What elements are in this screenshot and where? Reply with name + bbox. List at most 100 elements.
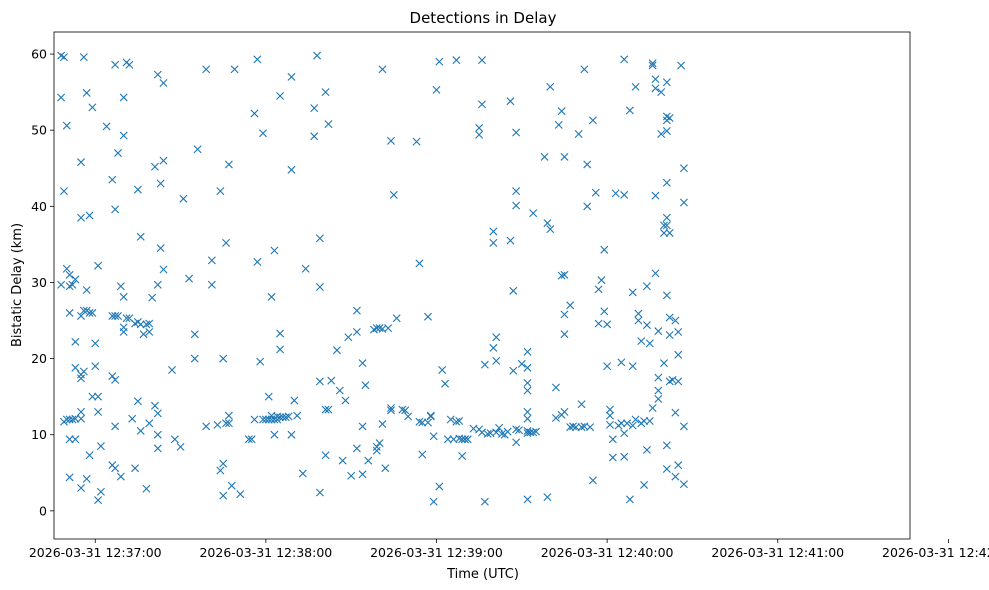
data-point [276, 345, 285, 354]
data-point [321, 451, 330, 460]
data-point [108, 311, 117, 320]
x-tick-label: 2026-03-31 12:42:00 [882, 545, 989, 560]
data-point [523, 378, 532, 387]
data-point [489, 227, 498, 236]
data-point [443, 435, 452, 444]
data-point [142, 484, 151, 493]
data-point [455, 417, 464, 425]
data-point [529, 209, 538, 218]
data-point [338, 456, 347, 465]
data-point [284, 412, 293, 421]
data-point [401, 406, 410, 415]
data-point [190, 330, 199, 339]
chart-title: Detections in Delay [410, 9, 557, 27]
data-point [85, 211, 94, 220]
data-point [94, 261, 103, 270]
data-point [79, 367, 88, 376]
data-point [213, 420, 222, 429]
data-point [674, 377, 683, 386]
data-point [94, 407, 103, 416]
data-point [625, 106, 634, 115]
data-point [267, 292, 276, 301]
data-point [640, 480, 649, 489]
data-point [387, 406, 395, 415]
data-point [560, 330, 569, 339]
data-point [77, 414, 86, 423]
data-point [116, 282, 125, 291]
data-point [145, 319, 154, 328]
data-point [387, 404, 395, 413]
data-point [560, 270, 569, 279]
data-point [475, 130, 484, 139]
data-point [133, 185, 142, 194]
data-point [577, 400, 586, 409]
data-point [426, 412, 435, 421]
data-point [645, 339, 654, 348]
data-point [324, 405, 333, 414]
data-point [620, 190, 629, 199]
data-point [361, 381, 370, 390]
data-point [148, 293, 157, 302]
data-point [293, 411, 302, 420]
data-point [660, 221, 668, 230]
data-point [153, 409, 162, 418]
data-point [287, 430, 296, 439]
data-point [571, 423, 580, 432]
data-point [441, 379, 450, 388]
data-point [677, 61, 686, 70]
data-point [276, 329, 285, 338]
data-point [270, 430, 279, 439]
data-point [113, 149, 122, 158]
data-point [310, 104, 319, 113]
data-point [475, 123, 484, 132]
data-point [202, 422, 211, 431]
data-point [227, 481, 236, 490]
data-point [253, 55, 262, 64]
data-point [250, 109, 259, 118]
data-point [631, 415, 640, 424]
data-point [423, 312, 432, 321]
data-point [671, 472, 680, 481]
data-point [514, 426, 523, 435]
data-point [119, 131, 128, 140]
data-point [634, 309, 643, 318]
data-point [364, 456, 373, 465]
data-point [446, 415, 455, 424]
data-point [315, 488, 324, 497]
data-point [620, 55, 629, 64]
data-point [605, 411, 614, 420]
data-point [418, 418, 427, 427]
data-point [523, 495, 532, 504]
data-point [679, 198, 688, 207]
data-point [591, 188, 600, 197]
data-point [492, 333, 501, 342]
data-point [57, 93, 66, 102]
data-point [341, 396, 350, 405]
y-tick-label: 20 [31, 351, 47, 366]
y-tick-label: 10 [31, 427, 47, 442]
data-point [637, 337, 646, 346]
y-tick-label: 50 [31, 123, 47, 138]
data-point [657, 88, 666, 97]
data-point [153, 280, 162, 289]
data-point [156, 244, 165, 253]
data-point [139, 330, 148, 339]
data-point [415, 259, 424, 268]
data-point [113, 311, 122, 320]
data-point [298, 469, 307, 478]
data-point [603, 320, 612, 329]
data-point [620, 452, 629, 461]
data-point [452, 417, 461, 426]
data-point [122, 314, 131, 323]
data-point [96, 442, 105, 451]
data-point [62, 121, 71, 130]
data-point [662, 464, 671, 473]
data-point [588, 116, 597, 125]
data-point [560, 310, 569, 319]
data-point [642, 321, 651, 330]
data-point [321, 405, 330, 414]
data-point [71, 337, 80, 346]
data-point [662, 221, 671, 230]
data-point [594, 319, 603, 328]
